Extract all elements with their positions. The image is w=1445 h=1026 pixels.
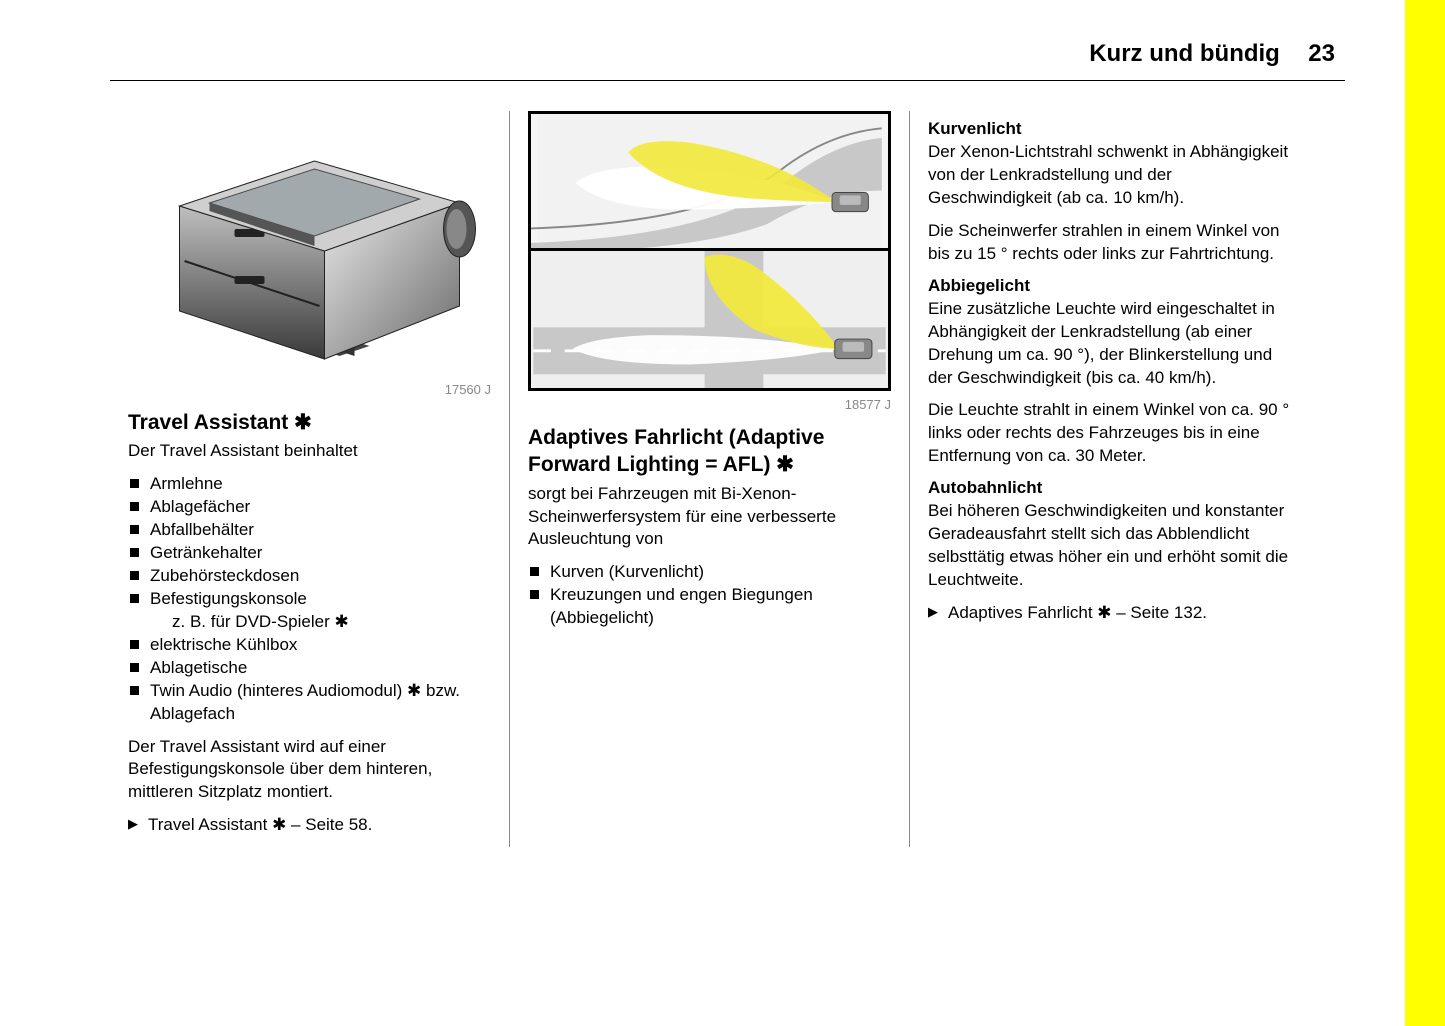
kurvenlicht-p1: Der Xenon-Lichtstrahl schwenkt in Abhäng…	[928, 141, 1292, 210]
afl-reference: Adaptives Fahrlicht ✱ – Seite 132.	[928, 602, 1292, 625]
column-1: 17560 J Travel Assistant ✱ Der Travel As…	[110, 111, 510, 847]
afl-intro: sorgt bei Fahrzeugen mit Bi-Xenon-Schein…	[528, 483, 891, 552]
abbiegelicht-p1: Eine zusätzliche Leuchte wird eingeschal…	[928, 298, 1292, 390]
autobahnlicht-heading: Autobahnlicht	[928, 478, 1292, 498]
list-item: Ablagefächer	[128, 496, 491, 519]
header-title: Kurz und bündig	[1089, 40, 1280, 67]
travel-assistant-intro: Der Travel Assistant beinhaltet	[128, 440, 491, 463]
list-item: Zubehörsteckdosen	[128, 565, 491, 588]
figure-caption-2: 18577 J	[528, 397, 891, 412]
header-page-number: 23	[1308, 40, 1335, 67]
column-3: Kurvenlicht Der Xenon-Lichtstrahl schwen…	[910, 111, 1310, 847]
column-2: 18577 J Adaptives Fahrlicht (Adaptive Fo…	[510, 111, 910, 847]
list-item: Twin Audio (hinteres Audiomodul) ✱ bzw. …	[128, 680, 491, 726]
content-columns: 17560 J Travel Assistant ✱ Der Travel As…	[110, 111, 1345, 847]
list-item: Armlehne	[128, 473, 491, 496]
list-item-label: Befestigungskonsole	[150, 589, 307, 608]
afl-list: Kurven (Kurvenlicht) Kreuzungen und enge…	[528, 561, 891, 630]
abbiegelicht-p2: Die Leuchte strahlt in einem Winkel von …	[928, 399, 1292, 468]
list-item: Ablagetische	[128, 657, 491, 680]
curve-light-diagram	[528, 111, 891, 251]
afl-figure	[528, 111, 891, 391]
travel-assistant-figure	[128, 111, 491, 376]
figure-caption-1: 17560 J	[128, 382, 491, 397]
travel-assistant-paragraph: Der Travel Assistant wird auf einer Befe…	[128, 736, 491, 805]
list-item: Abfallbehälter	[128, 519, 491, 542]
kurvenlicht-heading: Kurvenlicht	[928, 119, 1292, 139]
page-edge-strip	[1405, 0, 1445, 1026]
page-content: Kurz und bündig 23	[0, 0, 1405, 1026]
abbiegelicht-heading: Abbiegelicht	[928, 276, 1292, 296]
travel-assistant-list: Armlehne Ablagefächer Abfallbehälter Get…	[128, 473, 491, 725]
list-item: Kreuzungen und engen Biegungen (Abbiegel…	[528, 584, 891, 630]
turn-light-diagram	[528, 251, 891, 391]
list-item: Befestigungskonsole z. B. für DVD-Spiele…	[128, 588, 491, 634]
list-item: Kurven (Kurvenlicht)	[528, 561, 891, 584]
travel-assistant-reference: Travel Assistant ✱ – Seite 58.	[128, 814, 491, 837]
kurvenlicht-p2: Die Scheinwerfer strahlen in einem Winke…	[928, 220, 1292, 266]
travel-assistant-heading: Travel Assistant ✱	[128, 409, 491, 436]
afl-heading: Adaptives Fahrlicht (Adaptive Forward Li…	[528, 424, 891, 479]
list-item-sub: z. B. für DVD-Spieler ✱	[150, 611, 491, 634]
list-item: elektrische Kühlbox	[128, 634, 491, 657]
list-item: Getränkehalter	[128, 542, 491, 565]
page-header: Kurz und bündig 23	[110, 40, 1345, 81]
autobahnlicht-p1: Bei höheren Geschwindigkeiten und konsta…	[928, 500, 1292, 592]
